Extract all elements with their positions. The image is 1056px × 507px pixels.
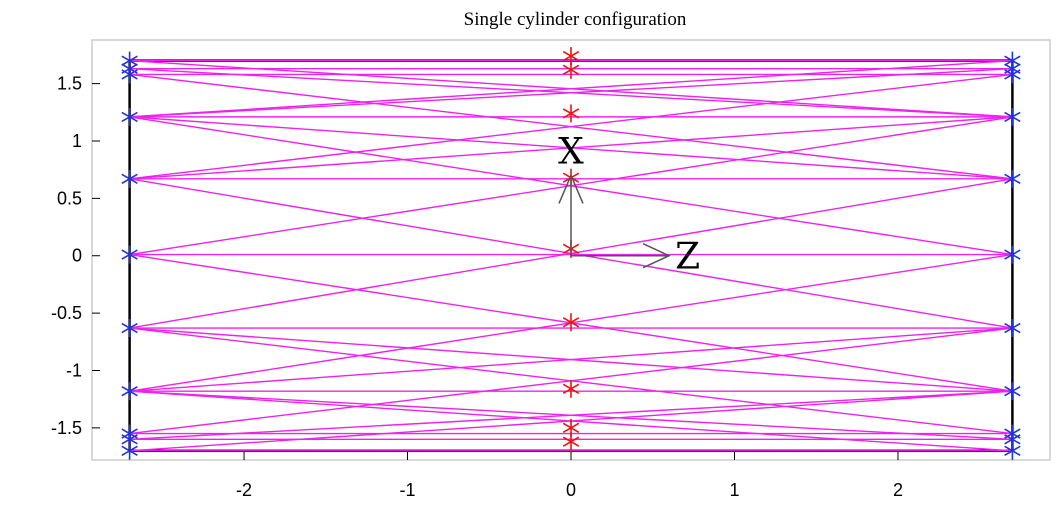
z-axis-letter: Z (675, 237, 700, 278)
center-marker (562, 379, 580, 398)
x-axis-ticks: -2 -1 0 1 2 (236, 452, 903, 500)
ray-path (129, 73, 1013, 180)
center-marker (562, 104, 580, 123)
end-marker (1004, 169, 1021, 188)
end-marker (121, 169, 138, 188)
end-marker (1004, 441, 1021, 460)
end-marker (1004, 245, 1021, 264)
x-tick-label: -1 (400, 480, 416, 500)
y-tick-label: -0.5 (51, 303, 82, 323)
y-tick-label: 0 (72, 246, 82, 266)
end-marker (1004, 319, 1021, 338)
end-marker (121, 65, 138, 84)
x-tick-label: 1 (729, 480, 739, 500)
ray-path (129, 116, 1013, 180)
ray-path (129, 327, 1013, 392)
coordinate-axes: XZ (558, 131, 700, 277)
ray-path (129, 67, 1013, 118)
end-marker (1004, 382, 1021, 401)
y-tick-label: 0.5 (57, 188, 82, 208)
ray-path (129, 59, 1013, 118)
ray-path (129, 390, 1013, 441)
y-tick-label: 1 (72, 131, 82, 151)
y-tick-label: -1 (66, 360, 82, 380)
end-marker (1004, 107, 1021, 126)
x-tick-label: 2 (893, 480, 903, 500)
x-tick-label: 0 (566, 480, 576, 500)
markers (121, 47, 1021, 460)
y-axis-ticks: -1.5 -1 -0.5 0 0.5 1 1.5 (51, 74, 100, 438)
end-marker (121, 107, 138, 126)
chart-title: Single cylinder configuration (464, 9, 687, 30)
y-tick-label: 1.5 (57, 74, 82, 94)
end-marker (121, 319, 138, 338)
end-marker (121, 441, 138, 460)
x-tick-label: -2 (236, 480, 252, 500)
end-marker (1004, 65, 1021, 84)
center-marker (562, 313, 580, 332)
center-marker (562, 60, 580, 79)
x-axis-arrow (558, 173, 584, 256)
x-axis-letter: X (558, 131, 584, 172)
end-marker (121, 382, 138, 401)
y-tick-label: -1.5 (51, 418, 82, 438)
z-axis-arrow (571, 243, 671, 269)
center-marker (562, 432, 580, 451)
end-marker (121, 245, 138, 264)
